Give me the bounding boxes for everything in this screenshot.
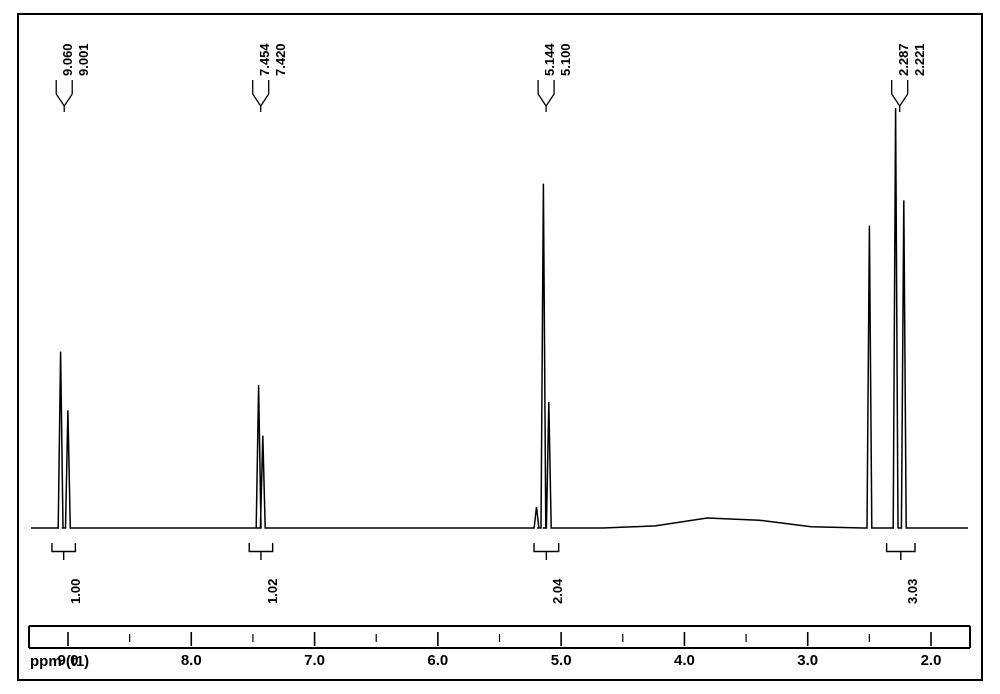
axis-tick-label: 5.0 (551, 653, 572, 668)
peak-ppm-label: 9.060 (61, 43, 74, 76)
integration-label: 3.03 (906, 579, 919, 604)
peak-ppm-label: 5.144 (543, 43, 556, 76)
axis-tick-label: 3.0 (797, 653, 818, 668)
integration-label: 1.00 (69, 579, 82, 604)
integration-label: 1.02 (266, 579, 279, 604)
peak-ppm-label: 7.420 (274, 43, 287, 76)
peak-ppm-label: 7.454 (258, 43, 271, 76)
peak-ppm-label: 9.001 (77, 43, 90, 76)
integration-label: 2.04 (551, 579, 564, 604)
axis-tick-label: 8.0 (181, 653, 202, 668)
axis-tick-label: 6.0 (427, 653, 448, 668)
peak-ppm-label: 2.221 (913, 43, 926, 76)
peak-ppm-label: 5.100 (559, 43, 572, 76)
peak-ppm-label: 2.287 (897, 43, 910, 76)
axis-tick-label: 7.0 (304, 653, 325, 668)
axis-tick-label: 2.0 (921, 653, 942, 668)
nmr-spectrum: 9.0609.001 7.4547.420 5.1445.100 2.2872.221… (0, 0, 1000, 694)
x-axis-label: ppm (t1) (30, 654, 89, 669)
axis-tick-label: 4.0 (674, 653, 695, 668)
spectrum-svg (0, 0, 1000, 694)
